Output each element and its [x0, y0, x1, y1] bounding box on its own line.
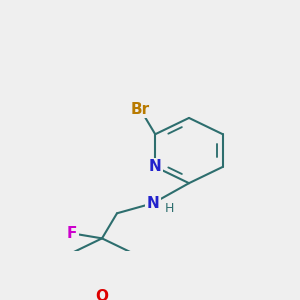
- Text: N: N: [147, 196, 159, 211]
- Text: N: N: [149, 159, 162, 174]
- Text: H: H: [165, 202, 174, 215]
- Text: O: O: [95, 289, 109, 300]
- Text: F: F: [67, 226, 77, 241]
- Text: Br: Br: [131, 102, 150, 117]
